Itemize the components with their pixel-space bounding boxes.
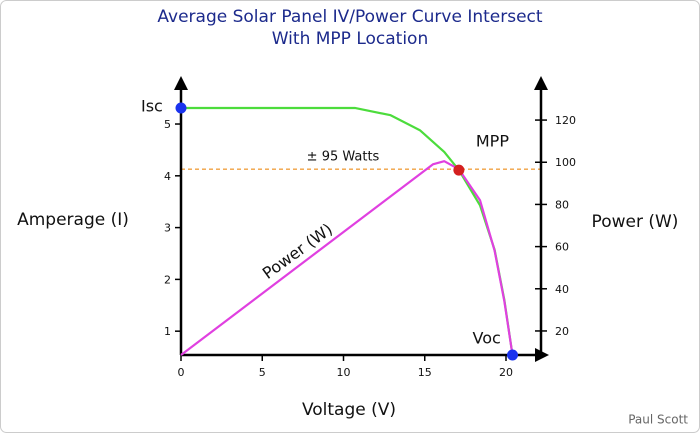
y2-tick-label: 40: [555, 283, 569, 296]
chart-title: With MPP Location: [272, 29, 428, 49]
y2-axis-label: Power (W): [592, 212, 679, 232]
x-tick-label: 15: [418, 366, 432, 379]
y-tick-label: 1: [164, 325, 171, 338]
key-point: [453, 164, 465, 176]
y-axis-label: Amperage (I): [17, 210, 129, 230]
y-tick-label: 5: [164, 118, 171, 131]
y2-tick-label: 100: [555, 156, 576, 169]
series-line: [180, 160, 514, 356]
credit: Paul Scott: [628, 413, 688, 427]
reference-label: ± 95 Watts: [307, 150, 380, 165]
y2-tick-label: 120: [555, 114, 576, 127]
x-tick-label: 5: [259, 366, 266, 379]
x-tick-label: 0: [178, 366, 185, 379]
arrow: [535, 348, 549, 362]
y2-tick-label: 80: [555, 198, 569, 211]
x-axis-label: Voltage (V): [302, 400, 396, 420]
arrow: [534, 76, 548, 90]
point-label: MPP: [476, 132, 509, 151]
x-tick-label: 10: [337, 366, 351, 379]
y2-tick-label: 20: [555, 325, 569, 338]
key-point: [507, 349, 518, 361]
key-point: [175, 102, 187, 114]
y-tick-label: 4: [164, 170, 171, 183]
y-tick-label: 2: [164, 273, 171, 286]
point-label: Voc: [473, 329, 501, 348]
point-label: Isc: [141, 96, 163, 115]
x-tick-label: 20: [499, 366, 513, 379]
y2-tick-label: 60: [555, 241, 569, 254]
y-tick-label: 3: [164, 222, 171, 235]
arrow: [174, 76, 188, 90]
chart-title: Average Solar Panel IV/Power Curve Inter…: [157, 7, 542, 27]
